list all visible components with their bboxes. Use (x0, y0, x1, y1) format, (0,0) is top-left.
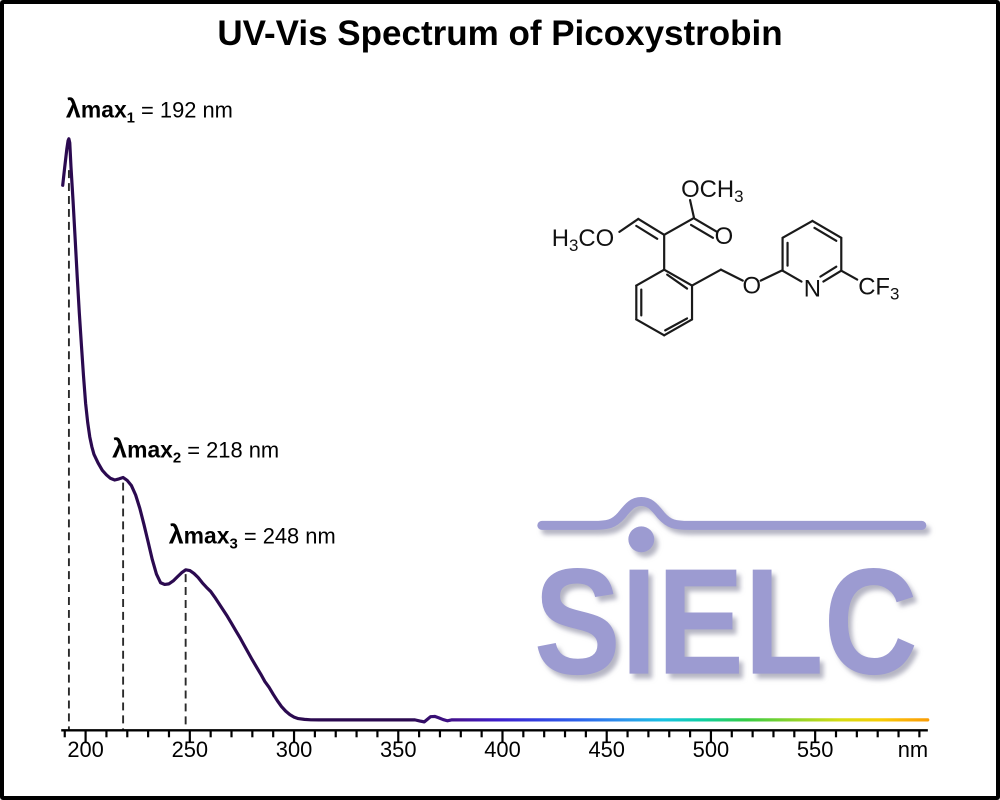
x-tick-label: 200 (67, 737, 104, 762)
peak-label: λmax3 = 248 nm (169, 519, 336, 552)
bond (781, 219, 814, 239)
atom-label-cf3: CF3 (858, 274, 899, 304)
peak-label-subscript: 3 (229, 535, 237, 552)
bond (635, 268, 666, 287)
peak-label-lambda: λ (169, 519, 184, 549)
chart-title: UV-Vis Spectrum of Picoxystrobin (217, 14, 783, 53)
bond (759, 269, 783, 282)
bond (781, 269, 803, 283)
x-tick-label: 550 (797, 737, 833, 762)
bond (635, 318, 666, 337)
bond (690, 268, 722, 287)
bond-double (693, 217, 718, 233)
chromatogram-peak-line-icon (537, 497, 927, 530)
peak-label-max: max (81, 96, 127, 122)
bond (663, 268, 694, 287)
bond (840, 269, 859, 281)
peak-label-value: = 248 nm (238, 523, 336, 548)
peak-label: λmax2 = 218 nm (112, 434, 279, 467)
bond (663, 318, 694, 337)
bond (719, 268, 744, 282)
bond (822, 269, 843, 283)
peak-label: λmax1 = 192 nm (66, 93, 233, 126)
peak-label-lambda: λ (66, 93, 81, 123)
bond-double-inner (635, 224, 659, 240)
bond (618, 217, 640, 233)
x-tick-label: 350 (380, 737, 417, 762)
spectrum-curve (61, 137, 930, 724)
bond (688, 198, 696, 220)
x-axis-unit-label: nm (898, 737, 928, 762)
bond (663, 216, 696, 236)
bond (811, 219, 843, 239)
atom-label-h3co: H3CO (552, 225, 614, 255)
peak-label-subscript: 1 (127, 109, 135, 126)
atom-label-n: N (804, 276, 821, 303)
peak-dashed-lines (67, 170, 187, 730)
x-tick-label: 450 (588, 737, 625, 762)
x-axis: 200 250 300 350 400 450 500 550 nm (61, 729, 928, 762)
sielc-logo: SIELC (534, 497, 927, 707)
peak-label-max: max (184, 522, 230, 548)
x-tick-label: 500 (693, 737, 730, 762)
logo-i-dot (628, 526, 655, 553)
molecule-structure: OCH3 O H3CO O N CF3 (552, 176, 899, 337)
logo-text: SIELC (534, 538, 918, 707)
x-tick-label: 250 (172, 737, 209, 762)
peak-label-lambda: λ (112, 434, 127, 464)
bond-aromatic-inner (813, 226, 838, 242)
uv-vis-plot: 200 250 300 350 400 450 500 550 nm λmax1 = 192 n… (61, 93, 930, 762)
bond-double-inner (689, 223, 715, 239)
peak-label-value: = 192 nm (135, 97, 233, 122)
peak-label-value: = 218 nm (181, 438, 279, 463)
bond-double (637, 217, 666, 236)
bond-aromatic-inner (664, 317, 689, 332)
atom-label-och3: OCH3 (681, 176, 743, 206)
x-tick-label: 400 (484, 737, 520, 762)
bond-aromatic-inner (819, 265, 838, 278)
x-tick-label: 300 (276, 737, 313, 762)
bond-aromatic-inner (666, 273, 689, 290)
peak-label-subscript: 2 (173, 450, 181, 467)
atom-label-carbonyl-o: O (715, 223, 734, 250)
peak-label-max: max (127, 437, 173, 463)
atom-label-ether-o: O (742, 273, 761, 300)
